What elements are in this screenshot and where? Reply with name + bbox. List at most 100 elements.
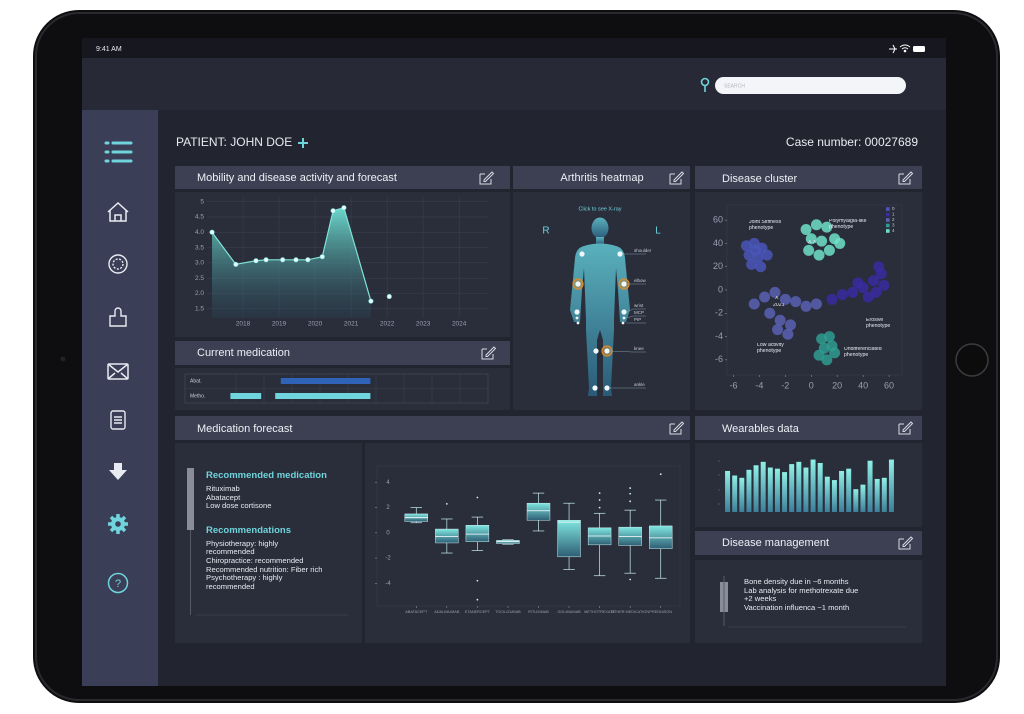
edit-button[interactable] bbox=[898, 171, 914, 185]
dashboard-icon[interactable] bbox=[108, 254, 128, 274]
point bbox=[748, 298, 760, 310]
management-text: Bone density due in ~6 months Lab analys… bbox=[744, 578, 884, 612]
range-bar bbox=[275, 393, 371, 399]
panel-title: Wearables data bbox=[722, 423, 800, 435]
y-tick-label: -6 bbox=[715, 354, 723, 364]
panel-title: Disease cluster bbox=[722, 173, 798, 185]
outlier bbox=[476, 496, 479, 499]
joint[interactable] bbox=[574, 309, 580, 315]
point bbox=[233, 261, 239, 267]
home-icon[interactable] bbox=[107, 201, 129, 222]
point bbox=[810, 298, 822, 310]
annotation-text: X X bbox=[808, 240, 817, 245]
row-label: Abat. bbox=[190, 378, 202, 384]
bar bbox=[888, 459, 894, 512]
joint[interactable] bbox=[621, 309, 627, 315]
point bbox=[772, 324, 784, 336]
edit-button[interactable] bbox=[669, 171, 685, 185]
xray-hint[interactable]: Click to see X-ray bbox=[578, 206, 621, 212]
outlier bbox=[659, 473, 662, 476]
point bbox=[852, 277, 864, 289]
home-button[interactable] bbox=[955, 343, 989, 377]
bar bbox=[782, 472, 788, 512]
range-bar bbox=[230, 393, 262, 399]
outlier bbox=[445, 502, 448, 505]
download-icon[interactable] bbox=[109, 463, 127, 480]
y-tick-label: 5 bbox=[200, 198, 204, 205]
joint[interactable] bbox=[617, 251, 623, 257]
joint[interactable] bbox=[621, 281, 627, 287]
joint[interactable] bbox=[593, 348, 599, 354]
annotation: Polymyalgia-like phenotype bbox=[829, 219, 867, 230]
document-icon[interactable] bbox=[110, 410, 126, 430]
x-tick-label: ETANERCEPT bbox=[465, 610, 491, 614]
joint[interactable] bbox=[604, 385, 610, 391]
joint[interactable] bbox=[575, 316, 579, 320]
settings-icon[interactable] bbox=[108, 514, 128, 534]
x-tick-label: 2019 bbox=[272, 321, 287, 328]
bar bbox=[796, 461, 802, 512]
joint[interactable] bbox=[621, 321, 625, 325]
x-tick-label: 60 bbox=[884, 380, 894, 390]
box bbox=[526, 502, 551, 521]
add-patient-button[interactable] bbox=[298, 138, 308, 148]
point bbox=[867, 275, 879, 287]
point bbox=[790, 296, 802, 308]
point bbox=[800, 300, 812, 312]
list-item: Recommended nutrition: Fiber rich bbox=[206, 564, 323, 574]
body-figure[interactable] bbox=[570, 217, 630, 397]
joint[interactable] bbox=[576, 321, 580, 325]
point bbox=[263, 257, 269, 263]
x-tick-label: RITUXIMAB bbox=[528, 610, 549, 614]
point bbox=[821, 221, 833, 233]
annotation-text: Undifferenciated phenotype bbox=[844, 347, 882, 358]
x-tick-label: 2022 bbox=[380, 321, 395, 328]
leader-line bbox=[626, 308, 634, 313]
help-icon-text: ? bbox=[115, 578, 121, 590]
y-tick-label: 2.5 bbox=[195, 275, 204, 282]
list-item: Bone density due in ~6 months bbox=[744, 578, 849, 586]
point bbox=[847, 286, 859, 298]
joint[interactable] bbox=[604, 348, 610, 354]
joint-label: shoulder bbox=[634, 248, 652, 253]
bar bbox=[767, 467, 773, 512]
edit-button[interactable] bbox=[898, 536, 914, 550]
bar bbox=[810, 459, 816, 512]
x-tick-label: 40 bbox=[858, 380, 868, 390]
joint[interactable] bbox=[575, 281, 581, 287]
list-item: Chiropractice: recommended bbox=[206, 555, 304, 565]
status-icons bbox=[889, 44, 925, 54]
management-list: Bone density due in ~6 months Lab analys… bbox=[744, 578, 884, 612]
bar bbox=[860, 484, 866, 512]
edit-button[interactable] bbox=[669, 421, 685, 435]
outlier bbox=[598, 492, 601, 495]
side-label: L bbox=[655, 226, 661, 237]
edit-button[interactable] bbox=[481, 346, 497, 360]
point bbox=[829, 347, 841, 359]
point bbox=[834, 237, 846, 249]
modules-icon[interactable] bbox=[109, 307, 127, 327]
mail-icon[interactable] bbox=[107, 363, 129, 380]
help-button[interactable] bbox=[107, 572, 129, 594]
edit-button[interactable] bbox=[898, 421, 914, 435]
point bbox=[774, 314, 786, 326]
legend-swatch bbox=[886, 223, 890, 228]
bar bbox=[831, 480, 837, 512]
joint[interactable] bbox=[592, 385, 598, 391]
legend-label: 2 bbox=[892, 217, 895, 222]
joint[interactable] bbox=[579, 251, 585, 257]
point bbox=[836, 289, 848, 301]
x-tick-label: ADALIMUMAB bbox=[434, 610, 460, 614]
annotation-text: Erosive phenotype bbox=[866, 318, 891, 329]
menu-icon[interactable] bbox=[104, 141, 133, 163]
annotation-text: Joint Stiffness phenotype bbox=[749, 220, 782, 231]
scroll-thumb[interactable] bbox=[187, 468, 194, 530]
joint[interactable] bbox=[622, 316, 626, 320]
search-box[interactable] bbox=[715, 77, 906, 94]
point bbox=[805, 233, 817, 245]
y-tick-label: 3.0 bbox=[195, 260, 204, 267]
point bbox=[873, 261, 885, 273]
edit-button[interactable] bbox=[479, 171, 495, 185]
annotation-text: Polymyalgia-like phenotype bbox=[829, 219, 867, 230]
bar bbox=[760, 461, 766, 512]
